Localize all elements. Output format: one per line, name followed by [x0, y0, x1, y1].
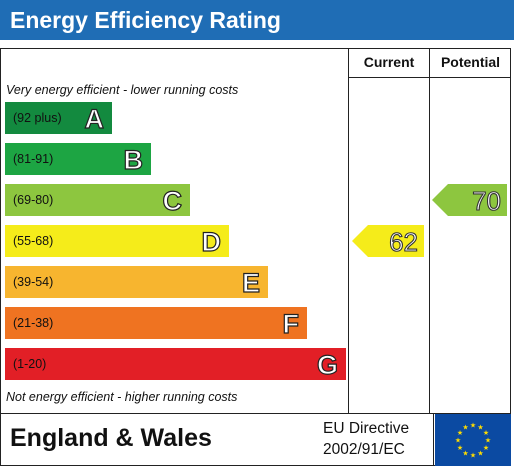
- band-letter: D: [201, 226, 222, 257]
- flag-star: ★: [470, 452, 476, 460]
- column-divider: [348, 48, 349, 414]
- band-range: (55-68): [13, 234, 54, 248]
- directive-line-1: EU Directive: [323, 420, 410, 437]
- flag-star: ★: [477, 449, 483, 457]
- flag-star: ★: [462, 424, 468, 432]
- band-range: (39-54): [13, 275, 54, 289]
- band-range: (92 plus): [13, 111, 62, 125]
- band-d: (55-68) D: [5, 225, 229, 258]
- directive-line-2: 2002/91/EC: [323, 441, 405, 458]
- band-range: (69-80): [13, 193, 54, 207]
- band-c: (69-80) C: [5, 184, 190, 217]
- band-range: (81-91): [13, 152, 54, 166]
- band-letter: E: [241, 267, 260, 298]
- band-letter: A: [84, 103, 105, 134]
- page-title: Energy Efficiency Rating: [0, 0, 514, 40]
- band-range: (1-20): [13, 357, 47, 371]
- flag-star: ★: [485, 437, 491, 445]
- rating-table: [0, 48, 511, 414]
- column-divider: [429, 48, 430, 414]
- flag-star: ★: [457, 444, 463, 452]
- arrow-shape: [432, 184, 507, 216]
- current-rating-value: 62: [389, 226, 419, 257]
- footer-divider: [433, 414, 434, 466]
- country-label: England & Wales: [10, 424, 212, 452]
- flag-star: ★: [477, 424, 483, 432]
- flag-star: ★: [470, 422, 476, 430]
- eu-flag-icon: ★ ★ ★ ★ ★ ★ ★ ★ ★ ★ ★ ★: [435, 414, 511, 466]
- band-range: (21-38): [13, 316, 54, 330]
- current-column-header: Current: [363, 54, 415, 70]
- eu-directive: EU Directive 2002/91/EC: [323, 418, 409, 460]
- flag-star: ★: [483, 429, 489, 437]
- current-rating-arrow: 62: [352, 225, 424, 258]
- band-f: (21-38) F: [5, 307, 307, 340]
- potential-rating-value: 70: [472, 185, 502, 216]
- header-divider: [348, 77, 511, 78]
- band-letter: G: [316, 349, 338, 380]
- band-letter: B: [123, 144, 144, 175]
- flag-star: ★: [483, 444, 489, 452]
- band-b: (81-91) B: [5, 143, 151, 176]
- band-letter: C: [162, 185, 183, 216]
- efficient-note: Very energy efficient - lower running co…: [6, 83, 239, 97]
- band-a: (92 plus) A: [5, 102, 112, 135]
- band-g: (1-20) G: [5, 348, 346, 381]
- flag-star: ★: [462, 449, 468, 457]
- potential-rating-arrow: 70: [432, 184, 507, 217]
- flag-star: ★: [455, 437, 461, 445]
- flag-star: ★: [457, 429, 463, 437]
- inefficient-note: Not energy efficient - higher running co…: [6, 390, 238, 404]
- band-letter: F: [282, 308, 300, 339]
- arrow-shape: [352, 225, 424, 257]
- band-e: (39-54) E: [5, 266, 268, 299]
- potential-column-header: Potential: [440, 54, 501, 70]
